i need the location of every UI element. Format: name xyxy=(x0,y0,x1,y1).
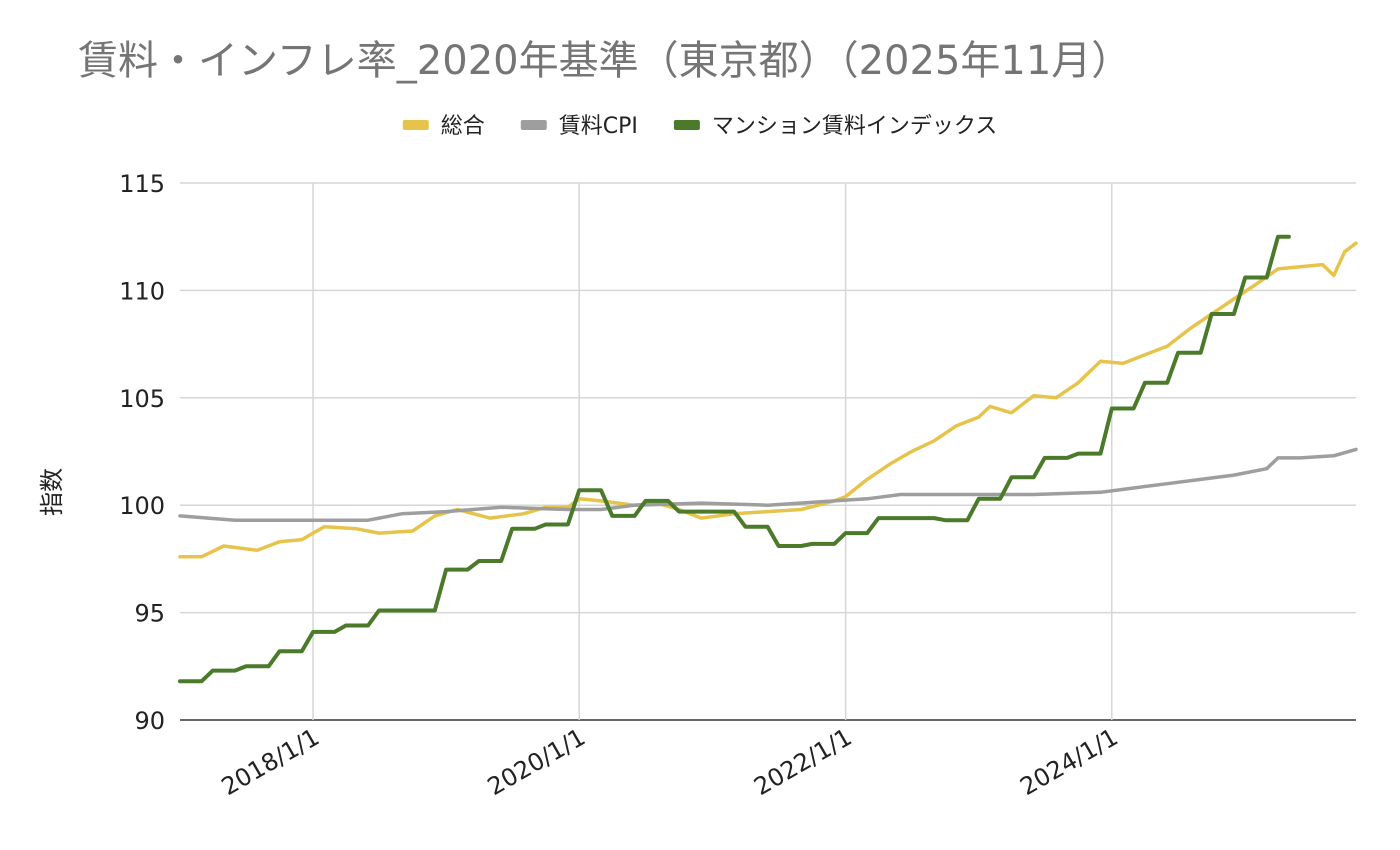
series-lines xyxy=(178,234,1358,684)
y-tick-label: 115 xyxy=(119,170,165,198)
x-tick-label: 2020/1/1 xyxy=(483,723,590,801)
y-axis-label: 指数 xyxy=(38,468,66,516)
chart-title: 賃料・インフレ率_2020年基準（東京都）（2025年11月） xyxy=(78,38,1131,84)
series-line-1 xyxy=(178,241,1358,559)
x-tick-label: 2018/1/1 xyxy=(217,723,324,801)
legend-label: 賃料CPI xyxy=(559,114,638,139)
x-tick-label: 2022/1/1 xyxy=(749,723,856,801)
y-tick-label: 110 xyxy=(119,277,165,305)
series-line-2 xyxy=(178,447,1358,522)
legend-swatch xyxy=(402,120,429,130)
legend-swatch xyxy=(520,120,547,130)
x-tick-label: 2024/1/1 xyxy=(1015,723,1122,801)
legend: 総合 賃料CPI マンション賃料インデックス xyxy=(402,114,997,139)
legend-label: 総合 xyxy=(441,114,485,139)
y-tick-label: 90 xyxy=(134,707,165,735)
legend-item: マンション賃料インデックス xyxy=(673,114,997,139)
y-tick-label: 100 xyxy=(119,492,165,520)
legend-swatch xyxy=(673,120,700,130)
series-line-3 xyxy=(178,234,1291,684)
y-tick-label: 105 xyxy=(119,385,165,413)
x-axis-ticks: 2018/1/1 2020/1/1 2022/1/1 2024/1/1 xyxy=(217,723,1123,801)
y-axis-ticks: 90 95 100 105 110 115 xyxy=(119,170,165,735)
legend-label: マンション賃料インデックス xyxy=(712,114,997,139)
y-tick-label: 95 xyxy=(134,600,165,628)
grid xyxy=(180,182,1356,721)
legend-item: 総合 xyxy=(402,114,485,139)
legend-item: 賃料CPI xyxy=(520,114,638,139)
